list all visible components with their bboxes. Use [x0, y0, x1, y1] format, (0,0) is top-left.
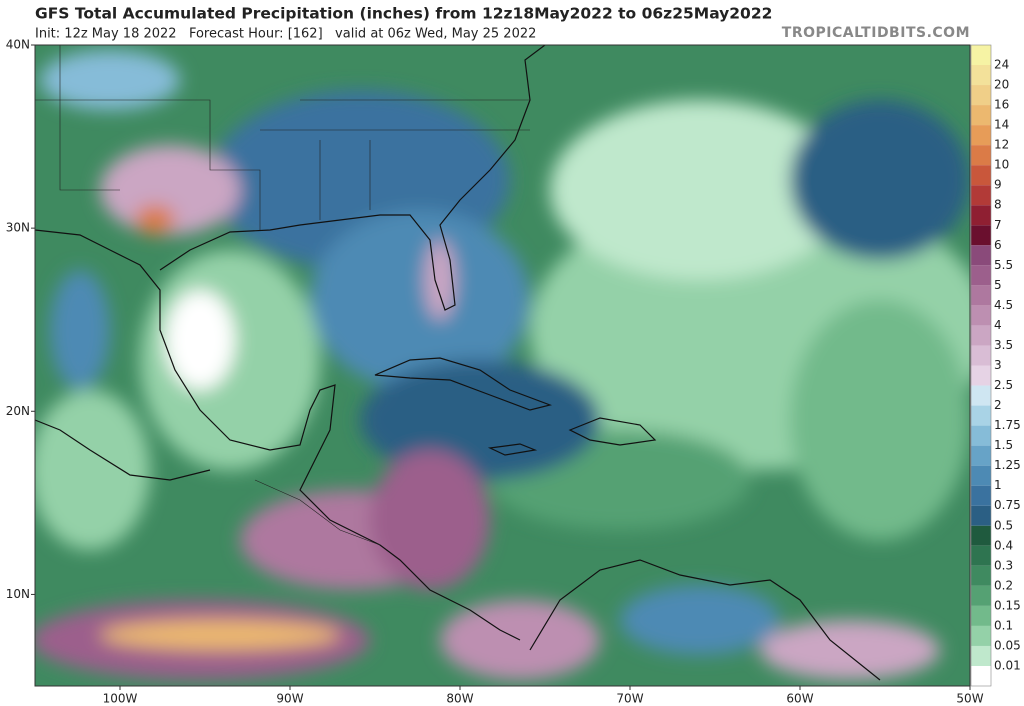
colorbar-label: 0.5: [994, 518, 1013, 532]
colorbar-label: 8: [994, 198, 1002, 212]
colorbar-label: 3: [994, 358, 1002, 372]
colorbar-swatch: [971, 645, 991, 666]
colorbar-label: 1: [994, 478, 1002, 492]
coastlines: [35, 45, 881, 681]
colorbar-label: 2.5: [994, 378, 1013, 392]
colorbar-label: 0.4: [994, 538, 1013, 552]
colorbar-swatch: [971, 165, 991, 186]
colorbar-swatch: [971, 585, 991, 606]
colorbar-label: 12: [994, 138, 1009, 152]
colorbar-swatch: [971, 85, 991, 106]
borders: [35, 45, 530, 546]
colorbar-label: 16: [994, 98, 1009, 112]
colorbar-label: 5: [994, 278, 1002, 292]
colorbar-label: 0.05: [994, 638, 1021, 652]
colorbar-label: 6: [994, 238, 1002, 252]
colorbar-swatch: [971, 545, 991, 566]
colorbar-label: 3.5: [994, 338, 1013, 352]
colorbar-label: 24: [994, 58, 1009, 72]
colorbar-swatch: [971, 445, 991, 466]
colorbar-swatch: [971, 345, 991, 366]
lon-label: 70W: [616, 692, 643, 706]
lat-label: 30N: [6, 221, 30, 235]
colorbar-swatch: [971, 125, 991, 146]
colorbar-frame: [970, 44, 992, 687]
colorbar-swatch: [971, 145, 991, 166]
colorbar-swatch: [971, 205, 991, 226]
lon-label: 60W: [786, 692, 813, 706]
lat-label: 40N: [6, 38, 30, 52]
colorbar: 24 20 16 14 12 10 9 8 7 6 5.5 5 4.5 4 3.5 3 2.5 2 1.75 1.5 1…: [970, 44, 1021, 687]
precip-field: [35, 45, 970, 686]
lat-label: 20N: [6, 404, 30, 418]
colorbar-swatch: [971, 185, 991, 206]
colorbar-label: 1.25: [994, 458, 1021, 472]
colorbar-label: 4: [994, 318, 1002, 332]
colorbar-swatch: [971, 605, 991, 626]
colorbar-label: 9: [994, 178, 1002, 192]
colorbar-swatch: [971, 625, 991, 646]
colorbar-swatch: [971, 65, 991, 86]
colorbar-label: 0.1: [994, 618, 1013, 632]
colorbar-swatch: [971, 105, 991, 126]
colorbar-swatch: [971, 425, 991, 446]
colorbar-label: 7: [994, 218, 1002, 232]
colorbar-label: 0.15: [994, 598, 1021, 612]
colorbar-label: 1.5: [994, 438, 1013, 452]
colorbar-swatch: [971, 565, 991, 586]
colorbar-swatch: [971, 245, 991, 266]
colorbar-swatch: [971, 285, 991, 306]
map-frame: [34, 44, 971, 687]
watermark: TROPICALTIDBITS.COM: [782, 25, 970, 41]
colorbar-label: 14: [994, 118, 1009, 132]
lon-label: 80W: [446, 692, 473, 706]
colorbar-swatch: [971, 525, 991, 546]
colorbar-swatch: [971, 485, 991, 506]
colorbar-label: 0.2: [994, 578, 1013, 592]
axes: 40N 30N 20N 10N 100W 90W 80W 70W 60W 50W: [6, 38, 984, 706]
lon-label: 90W: [276, 692, 303, 706]
colorbar-label: 0.75: [994, 498, 1021, 512]
colorbar-label: 20: [994, 78, 1009, 92]
colorbar-label: 5.5: [994, 258, 1013, 272]
colorbar-label: 0.01: [994, 659, 1021, 673]
colorbar-swatch: [971, 385, 991, 406]
colorbar-label: 10: [994, 158, 1009, 172]
lat-label: 10N: [6, 587, 30, 601]
colorbar-label: 4.5: [994, 298, 1013, 312]
colorbar-swatch: [971, 365, 991, 386]
colorbar-swatch: [971, 505, 991, 526]
colorbar-label: 2: [994, 398, 1002, 412]
colorbar-swatch: [971, 465, 991, 486]
colorbar-label: 1.75: [994, 418, 1021, 432]
colorbar-swatch: [971, 265, 991, 286]
colorbar-swatch: [971, 305, 991, 326]
lon-label: 50W: [956, 692, 983, 706]
colorbar-swatch: [971, 45, 991, 65]
lon-label: 100W: [103, 692, 138, 706]
colorbar-swatch: [971, 225, 991, 246]
colorbar-swatch: [971, 405, 991, 426]
title: GFS Total Accumulated Precipitation (inc…: [35, 5, 772, 23]
colorbar-label: 0.3: [994, 558, 1013, 572]
subtitle: Init: 12z May 18 2022 Forecast Hour: [16…: [35, 27, 536, 42]
colorbar-swatch: [971, 325, 991, 346]
